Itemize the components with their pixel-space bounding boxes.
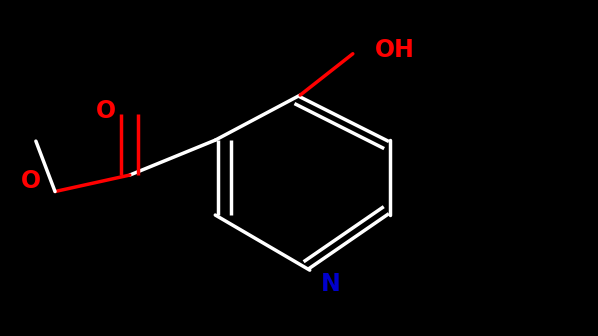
Text: OH: OH [375,38,414,62]
Text: O: O [21,169,41,194]
Text: O: O [96,99,116,123]
Text: N: N [321,271,341,296]
